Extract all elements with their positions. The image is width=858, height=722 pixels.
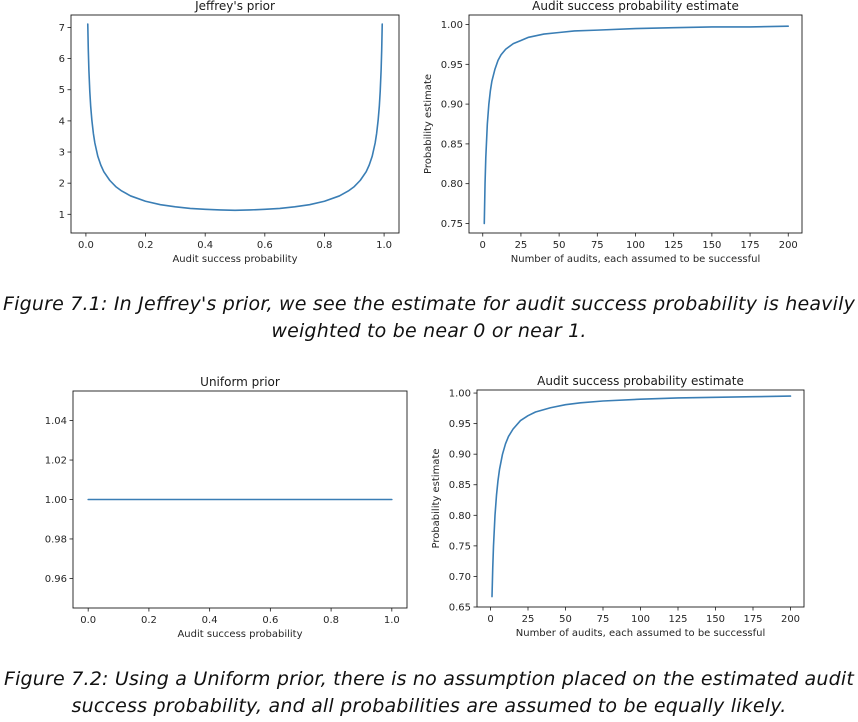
series-line: [483, 25, 790, 225]
x-axis-label: Audit success probability: [177, 629, 302, 640]
y-tick-label: 0.85: [441, 139, 463, 150]
x-tick-label: 0.4: [197, 240, 213, 251]
y-tick-label: 0.90: [449, 450, 471, 461]
y-tick-label: 7: [59, 23, 65, 34]
chart-title: Jeffrey's prior: [194, 0, 275, 13]
chart-title: Audit success probability estimate: [537, 374, 744, 388]
y-tick-label: 1.00: [449, 389, 471, 400]
y-tick-label: 0.95: [441, 60, 463, 71]
y-tick-label: 1.00: [45, 495, 67, 506]
y-tick-label: 0.75: [449, 541, 471, 552]
y-tick-label: 0.98: [45, 534, 67, 545]
y-tick-label: 0.95: [449, 419, 471, 430]
y-tick-label: 0.90: [441, 100, 463, 111]
y-axis-label: Probability estimate: [423, 74, 434, 174]
y-tick-label: 0.65: [449, 603, 471, 614]
plot-frame: [70, 14, 400, 234]
y-tick-label: 1.02: [45, 456, 67, 467]
y-tick-label: 0.70: [449, 572, 471, 583]
y-tick-label: 4: [59, 116, 65, 127]
x-tick-label: 0: [487, 614, 493, 625]
x-tick-label: 0.6: [262, 615, 278, 626]
x-tick-label: 0.0: [78, 240, 94, 251]
x-tick-label: 0: [480, 240, 486, 251]
figure-7-2-caption: Figure 7.2: Using a Uniform prior, there…: [3, 668, 855, 717]
x-tick-label: 200: [781, 614, 800, 625]
figure-7-1-caption: Figure 7.1: In Jeffrey's prior, we see t…: [2, 293, 856, 342]
x-tick-label: 75: [591, 240, 604, 251]
x-tick-label: 25: [522, 614, 535, 625]
y-tick-label: 0.80: [441, 179, 463, 190]
x-tick-label: 100: [626, 240, 645, 251]
x-axis-label: Number of audits, each assumed to be suc…: [511, 254, 761, 265]
x-tick-label: 175: [743, 614, 762, 625]
x-tick-label: 0.2: [141, 615, 157, 626]
x-axis-label: Number of audits, each assumed to be suc…: [516, 628, 766, 639]
y-tick-label: 0.80: [449, 511, 471, 522]
series-line: [491, 395, 792, 598]
chart-title: Audit success probability estimate: [532, 0, 739, 13]
y-tick-label: 1.04: [45, 416, 67, 427]
x-tick-label: 175: [741, 240, 760, 251]
y-tick-label: 2: [59, 179, 65, 190]
x-tick-label: 25: [515, 240, 528, 251]
jeffreys-prior-chart: Jeffrey's prior 0.0 0.2 0.4 0.6 0.8 1.0 1 2 3 4 5 6 7…: [59, 0, 400, 265]
x-tick-label: 100: [631, 614, 650, 625]
uniform-prior-chart: Uniform prior 0.0 0.2 0.4 0.6 0.8 1.0 0.96 0.98 1…: [45, 375, 408, 640]
x-tick-label: 0.4: [202, 615, 218, 626]
estimate-chart-uniform: Audit success probability estimate 0 25 50 7…: [431, 374, 805, 639]
x-tick-label: 1.0: [384, 615, 400, 626]
y-tick-label: 0.85: [449, 480, 471, 491]
x-tick-label: 0.6: [257, 240, 273, 251]
x-tick-label: 0.8: [323, 615, 339, 626]
y-tick-label: 6: [59, 54, 65, 65]
y-tick-label: 5: [59, 85, 65, 96]
plot-frame: [476, 389, 805, 608]
x-tick-label: 150: [706, 614, 725, 625]
x-tick-label: 125: [668, 614, 687, 625]
x-tick-label: 50: [559, 614, 572, 625]
y-axis-label: Probability estimate: [431, 448, 442, 548]
x-tick-label: 75: [597, 614, 610, 625]
y-tick-label: 3: [59, 148, 65, 159]
x-tick-label: 200: [779, 240, 798, 251]
x-tick-label: 0.2: [138, 240, 154, 251]
chart-title: Uniform prior: [200, 375, 280, 389]
series-line: [86, 23, 384, 212]
x-tick-label: 125: [664, 240, 683, 251]
x-tick-label: 0.8: [317, 240, 333, 251]
estimate-chart-jeffreys: Audit success probability estimate 0 25 50 7…: [423, 0, 803, 265]
plot-frame: [468, 14, 803, 234]
x-axis-label: Audit success probability: [172, 254, 297, 265]
x-tick-label: 150: [702, 240, 721, 251]
x-tick-label: 50: [553, 240, 566, 251]
y-tick-label: 1.00: [441, 20, 463, 31]
y-tick-label: 0.96: [45, 574, 67, 585]
x-tick-label: 1.0: [376, 240, 392, 251]
y-tick-label: 1: [59, 210, 65, 221]
y-tick-label: 0.75: [441, 219, 463, 230]
x-tick-label: 0.0: [80, 615, 96, 626]
